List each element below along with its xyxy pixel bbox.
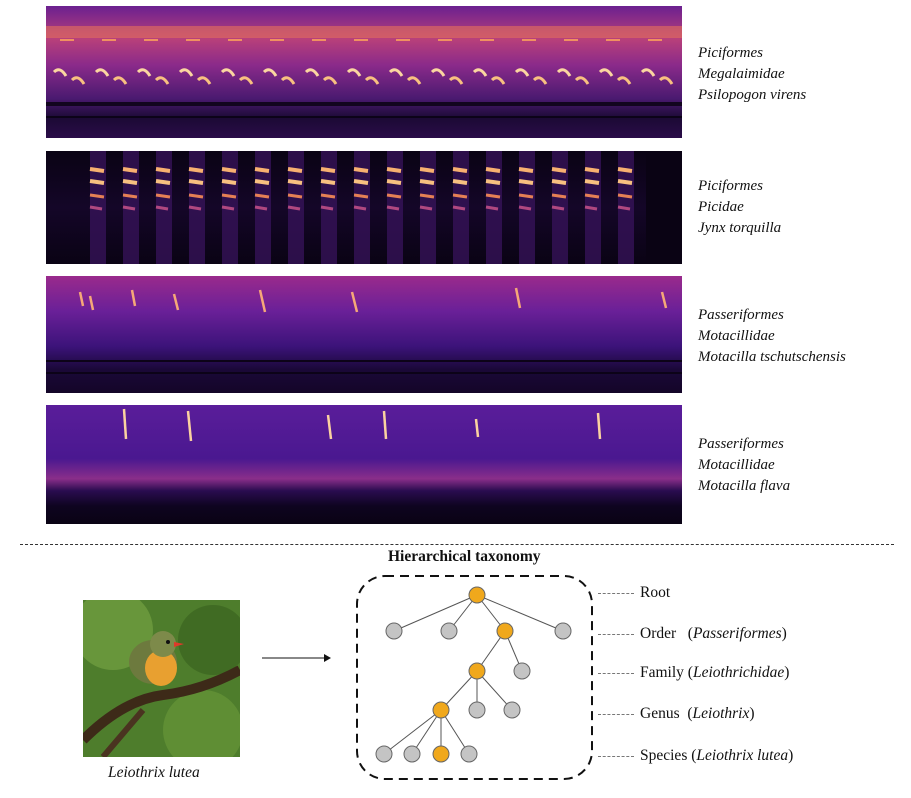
order-label: Passeriformes <box>698 436 784 452</box>
spectrogram-psilopogon-virens <box>46 6 682 138</box>
order-node <box>554 622 572 640</box>
level-dash <box>598 633 634 635</box>
genus-node <box>503 701 521 719</box>
level-name: Family <box>640 664 684 681</box>
level-family: Family (Leiothrichidae) <box>598 664 789 682</box>
order-label: Piciformes <box>698 45 763 61</box>
order-node <box>385 622 403 640</box>
level-dash <box>598 713 634 715</box>
spectrogram-1-labels: Piciformes Megalaimidae Psilopogon viren… <box>698 43 806 106</box>
level-order: Order (Passeriformes) <box>598 625 787 643</box>
order-label: Passeriformes <box>698 307 784 323</box>
bird-caption: Leiothrix lutea <box>108 764 200 781</box>
taxonomy-title: Hierarchical taxonomy <box>388 548 541 565</box>
level-example: Leiothrix <box>692 705 750 722</box>
level-species: Species (Leiothrix lutea) <box>598 747 793 765</box>
level-example: Passeriformes <box>692 625 782 642</box>
species-label: Motacilla tschutschensis <box>698 349 846 365</box>
family-label: Motacillidae <box>698 328 775 344</box>
level-name: Genus <box>640 705 680 722</box>
species-node <box>375 745 393 763</box>
spectrogram-jynx-torquilla <box>46 151 682 264</box>
level-example: Leiothrix lutea <box>696 747 789 764</box>
genus-node <box>468 701 486 719</box>
species-node-highlighted <box>432 745 450 763</box>
level-genus: Genus (Leiothrix) <box>598 705 755 723</box>
genus-node-highlighted <box>432 701 450 719</box>
spectrogram-motacilla-tschutschensis <box>46 276 682 393</box>
spectrogram-motacilla-flava <box>46 405 682 524</box>
level-example: Leiothrichidae <box>692 664 785 681</box>
level-dash <box>598 755 634 757</box>
tree-border <box>356 575 593 780</box>
family-node <box>513 662 531 680</box>
level-dash <box>598 592 634 594</box>
family-label: Megalaimidae <box>698 66 785 82</box>
species-node <box>460 745 478 763</box>
family-label: Motacillidae <box>698 457 775 473</box>
bird-photo <box>83 600 240 757</box>
species-label: Psilopogon virens <box>698 87 807 103</box>
species-node <box>403 745 421 763</box>
spectrogram-4-labels: Passeriformes Motacillidae Motacilla fla… <box>698 434 790 497</box>
spectrogram-2-labels: Piciformes Picidae Jynx torquilla <box>698 176 781 239</box>
spectrogram-3-labels: Passeriformes Motacillidae Motacilla tsc… <box>698 305 846 368</box>
level-name: Species <box>640 747 688 764</box>
section-divider <box>20 544 894 545</box>
level-dash <box>598 672 634 674</box>
level-root: Root <box>598 584 670 602</box>
level-name: Order <box>640 625 677 642</box>
order-label: Piciformes <box>698 178 763 194</box>
family-label: Picidae <box>698 199 744 215</box>
taxonomy-tree <box>356 575 593 780</box>
arrow-icon <box>262 654 331 662</box>
family-node-highlighted <box>468 662 486 680</box>
species-label: Motacilla flava <box>698 478 791 494</box>
species-label: Jynx torquilla <box>698 220 782 236</box>
level-name: Root <box>640 584 671 601</box>
order-node <box>440 622 458 640</box>
order-node-highlighted <box>496 622 514 640</box>
root-node <box>468 586 486 604</box>
